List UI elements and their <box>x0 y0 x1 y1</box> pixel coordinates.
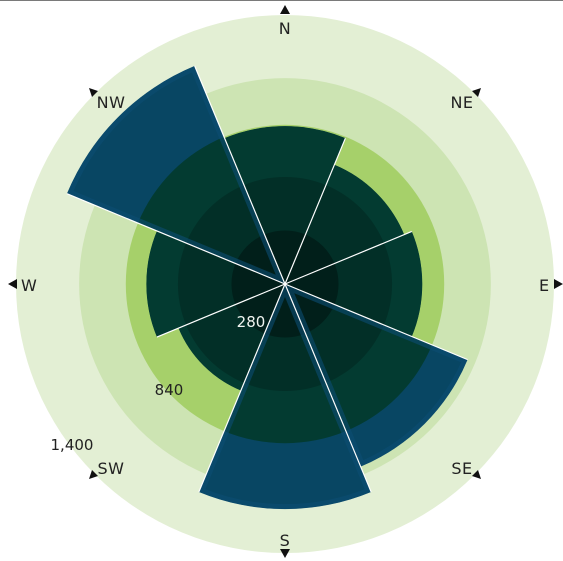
direction-label-ne: NE <box>450 93 473 112</box>
sector-nw-edge <box>66 65 285 284</box>
direction-label-se: SE <box>451 459 472 478</box>
sector-divider-1 <box>284 230 413 285</box>
sector-sw-band-390 <box>231 284 285 338</box>
sector-ne <box>285 164 405 284</box>
sector-divider-4 <box>198 283 286 493</box>
arrow-se-icon <box>472 470 481 479</box>
sector-divider-0 <box>284 137 346 285</box>
sector-se-edge <box>285 284 468 467</box>
sector-se <box>285 284 468 467</box>
sector-se-band-780 <box>285 284 393 392</box>
sector-se-band-1160 <box>285 284 445 444</box>
sector-se-band-390 <box>285 284 339 338</box>
sector-ne-band-390 <box>285 230 339 284</box>
direction-label-n: N <box>279 19 291 38</box>
radial-tick-label-280: 280 <box>237 313 266 331</box>
direction-arrows <box>8 5 563 558</box>
radial-tick-label-840: 840 <box>155 381 184 399</box>
direction-label-nw: NW <box>97 93 126 112</box>
sector-divider-lines <box>66 65 468 493</box>
sector-divider-7 <box>194 65 286 285</box>
sector-sw-band-1160 <box>178 284 285 391</box>
arrow-w-icon <box>8 279 17 289</box>
sector-sw-band-780 <box>178 284 285 391</box>
sector-divider-3 <box>284 283 372 493</box>
sector-s-edge <box>198 284 372 510</box>
sector-nw-band-1160 <box>125 124 285 284</box>
sector-divider-5 <box>156 283 286 338</box>
arrow-nw-icon <box>89 88 98 97</box>
sector-ne-band-780 <box>285 176 393 284</box>
arrow-ne-icon <box>472 88 481 97</box>
sector-divider-2 <box>284 283 468 361</box>
direction-label-s: S <box>280 531 291 550</box>
radial-tick-label-1400: 1,400 <box>51 436 94 454</box>
direction-label-e: E <box>539 276 550 295</box>
sector-ne-band-1160 <box>285 164 405 284</box>
sector-divider-6 <box>66 193 286 285</box>
direction-label-sw: SW <box>98 459 125 478</box>
arrow-s-icon <box>280 549 290 558</box>
direction-label-w: W <box>21 276 37 295</box>
arrow-sw-icon <box>89 470 98 479</box>
arrow-e-icon <box>554 279 563 289</box>
sector-sw <box>178 284 285 391</box>
arrow-n-icon <box>280 5 290 14</box>
top-border-line <box>0 0 563 1</box>
